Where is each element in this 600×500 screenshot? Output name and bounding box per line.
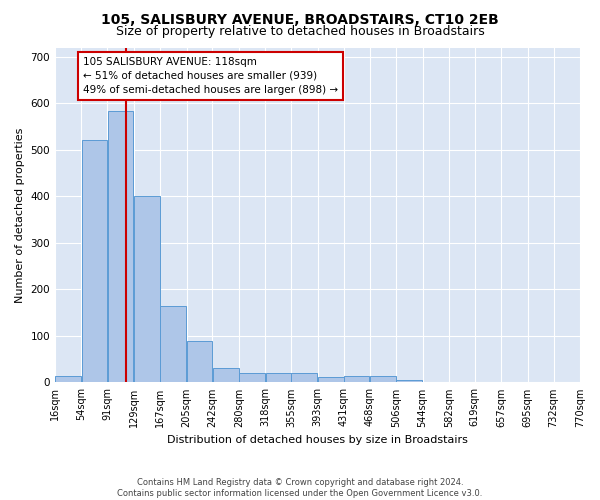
Y-axis label: Number of detached properties: Number of detached properties [15, 128, 25, 302]
Bar [82, 140, 107, 382]
Bar [160, 306, 187, 382]
Bar [266, 372, 291, 382]
Bar [292, 373, 317, 382]
Text: 105 SALISBURY AVENUE: 118sqm
← 51% of detached houses are smaller (939)
49% of s: 105 SALISBURY AVENUE: 118sqm ← 51% of de… [83, 57, 338, 95]
Text: Contains HM Land Registry data © Crown copyright and database right 2024.
Contai: Contains HM Land Registry data © Crown c… [118, 478, 482, 498]
Bar [187, 342, 212, 382]
Bar [344, 376, 370, 382]
Bar [239, 373, 265, 382]
Bar [212, 368, 239, 382]
Bar [134, 196, 160, 382]
X-axis label: Distribution of detached houses by size in Broadstairs: Distribution of detached houses by size … [167, 435, 468, 445]
Bar [370, 376, 396, 382]
Text: 105, SALISBURY AVENUE, BROADSTAIRS, CT10 2EB: 105, SALISBURY AVENUE, BROADSTAIRS, CT10… [101, 12, 499, 26]
Bar [318, 377, 344, 382]
Bar [55, 376, 81, 382]
Bar [107, 111, 133, 382]
Text: Size of property relative to detached houses in Broadstairs: Size of property relative to detached ho… [116, 25, 484, 38]
Bar [397, 380, 422, 382]
